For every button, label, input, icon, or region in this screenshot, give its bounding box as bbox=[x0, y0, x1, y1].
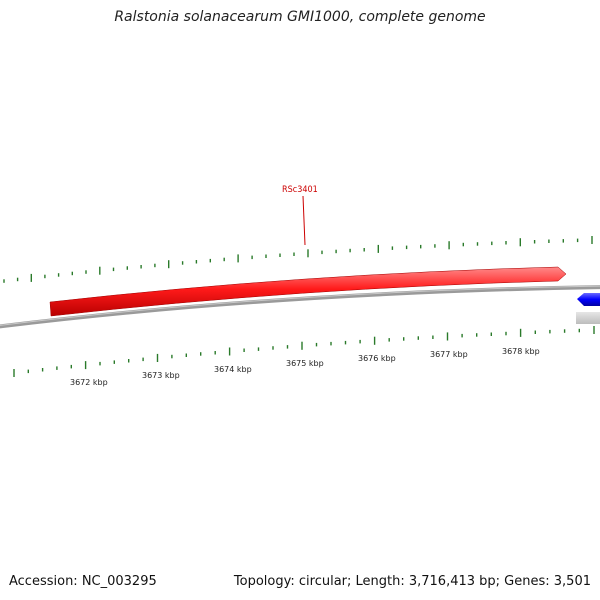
kbp-label: 3676 kbp bbox=[358, 354, 396, 363]
genome-summary-text: Topology: circular; Length: 3,716,413 bp… bbox=[233, 574, 591, 589]
kbp-labels: 3672 kbp 3673 kbp 3674 kbp 3675 kbp 3676… bbox=[70, 347, 540, 387]
kbp-label: 3675 kbp bbox=[286, 359, 324, 368]
gray-feature[interactable] bbox=[576, 312, 600, 324]
kbp-label: 3677 kbp bbox=[430, 350, 468, 359]
gene-label-rsc3401[interactable]: RSc3401 bbox=[282, 185, 318, 195]
genome-backbone-highlight bbox=[0, 285, 600, 326]
outer-tick-ring bbox=[3, 236, 593, 283]
kbp-label: 3673 kbp bbox=[142, 371, 180, 380]
genome-backbone bbox=[0, 285, 600, 329]
kbp-label: 3678 kbp bbox=[502, 347, 540, 356]
gene-label-leader bbox=[302, 195, 306, 246]
kbp-label: 3674 kbp bbox=[214, 365, 252, 374]
kbp-label: 3672 kbp bbox=[70, 378, 108, 387]
accession-text: Accession: NC_003295 bbox=[9, 574, 157, 589]
gene-reverse-arrow[interactable] bbox=[577, 293, 600, 306]
gene-rsc3401-arrow[interactable] bbox=[49, 266, 567, 317]
inner-tick-ring bbox=[13, 326, 595, 377]
genome-title: Ralstonia solanacearum GMI1000, complete… bbox=[114, 9, 486, 25]
